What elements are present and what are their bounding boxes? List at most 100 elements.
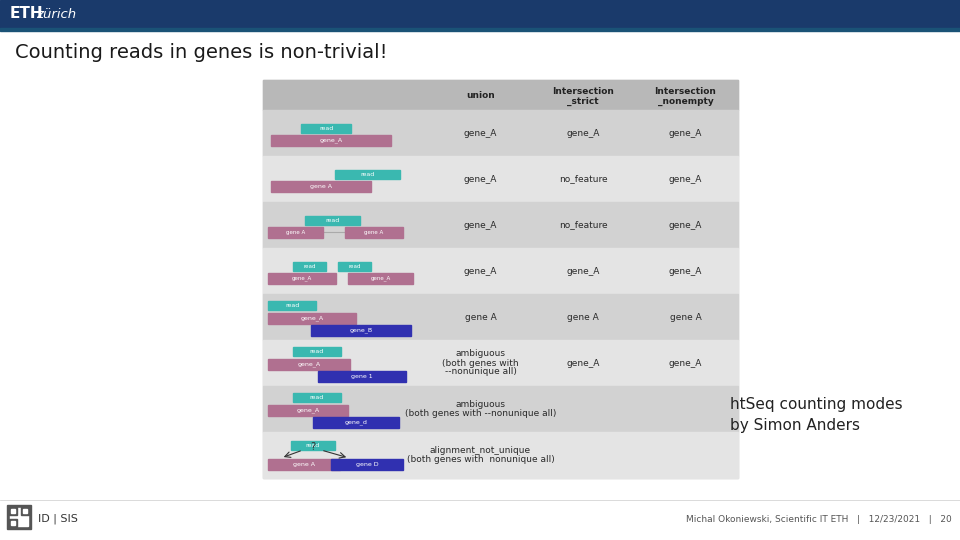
Text: gene_A: gene_A [669,220,702,230]
Bar [293,262,326,271]
Text: read: read [360,172,374,177]
Text: gene A: gene A [567,313,599,321]
Bar [348,273,413,284]
Text: read: read [348,264,361,269]
Bar [23,509,27,513]
Bar [293,347,341,356]
Text: (both genes with --nonunique all): (both genes with --nonunique all) [405,409,556,418]
Bar [268,313,356,324]
Text: gene_A: gene_A [464,174,497,184]
Text: gene A: gene A [293,462,315,467]
Bar [263,80,738,478]
Text: gene_A: gene_A [298,362,321,367]
Text: Intersection: Intersection [552,86,614,96]
Bar [268,227,323,238]
Bar [11,509,15,513]
Bar [268,359,350,370]
Text: gene_A: gene_A [464,267,497,275]
Text: ?: ? [310,442,316,452]
Text: gene A: gene A [465,313,496,321]
Bar [311,325,411,336]
Bar [263,294,738,340]
Bar [263,386,738,432]
Text: gene_A: gene_A [320,138,343,143]
Bar [271,135,391,146]
Text: _strict: _strict [567,97,599,106]
Bar [9,519,17,527]
Bar [0,0,960,28]
Bar [268,301,316,310]
Text: ambiguous: ambiguous [455,400,506,409]
Text: gene_A: gene_A [669,129,702,138]
Text: gene_A: gene_A [292,275,312,281]
Text: gene_A: gene_A [669,267,702,275]
Text: (both genes with: (both genes with [443,359,518,368]
Bar [263,432,738,478]
Text: zürich: zürich [36,8,76,21]
Bar [268,459,340,470]
Bar [291,441,335,450]
Text: gene_A: gene_A [566,267,600,275]
Text: read: read [306,443,320,448]
Bar [9,507,17,515]
Bar [11,521,15,525]
Bar [268,273,336,284]
Bar [313,417,399,428]
Text: no_feature: no_feature [559,174,608,184]
Bar [7,505,31,529]
Text: read: read [303,264,316,269]
Text: Intersection: Intersection [655,86,716,96]
Bar [10,508,28,526]
Bar [331,459,403,470]
Text: gene_A: gene_A [566,359,600,368]
Text: ID | SIS: ID | SIS [38,514,78,524]
Bar [345,227,403,238]
Text: read: read [325,218,340,223]
Text: gene A: gene A [310,184,332,189]
Text: (both genes with  nonunique all): (both genes with nonunique all) [407,455,554,464]
Bar [263,156,738,202]
Bar [21,507,29,515]
Bar [338,262,371,271]
Text: ambiguous: ambiguous [455,349,506,359]
Text: gene_A: gene_A [297,408,320,413]
Text: gene D: gene D [356,462,378,467]
Text: gene_A: gene_A [464,129,497,138]
Text: read: read [319,126,333,131]
Text: htSeq counting modes
by Simon Anders: htSeq counting modes by Simon Anders [730,397,902,433]
Text: gene_A: gene_A [464,220,497,230]
Bar [271,181,371,192]
Bar [0,28,960,31]
Bar [305,216,360,225]
Text: gene A: gene A [286,230,305,235]
Text: --nonunique all): --nonunique all) [444,368,516,376]
Bar [263,110,738,156]
Bar [263,202,738,248]
Text: alignment_not_unique: alignment_not_unique [430,446,531,455]
Text: gene_A: gene_A [566,129,600,138]
Text: Counting reads in genes is non-trivial!: Counting reads in genes is non-trivial! [15,43,388,62]
Text: gene_A: gene_A [669,174,702,184]
Text: gene_A: gene_A [300,316,324,321]
Bar [263,248,738,294]
Text: ETH: ETH [10,6,43,22]
Text: gene_B: gene_B [349,328,372,333]
Bar [263,340,738,386]
Text: gene_A: gene_A [371,275,391,281]
Text: no_feature: no_feature [559,220,608,230]
Text: read: read [310,349,324,354]
Text: gene_d: gene_d [345,420,368,426]
Text: gene A: gene A [365,230,384,235]
Text: Michal Okoniewski, Scientific IT ETH   |   12/23/2021   |   20: Michal Okoniewski, Scientific IT ETH | 1… [686,515,952,523]
Text: union: union [467,91,494,99]
Bar [301,124,351,133]
Text: gene 1: gene 1 [351,374,372,379]
Text: _nonempty: _nonempty [658,97,713,105]
Bar [263,80,738,110]
Text: gene_A: gene_A [669,359,702,368]
Bar [318,371,406,382]
Bar [268,405,348,416]
Bar [293,393,341,402]
Text: read: read [310,395,324,400]
Bar [335,170,400,179]
